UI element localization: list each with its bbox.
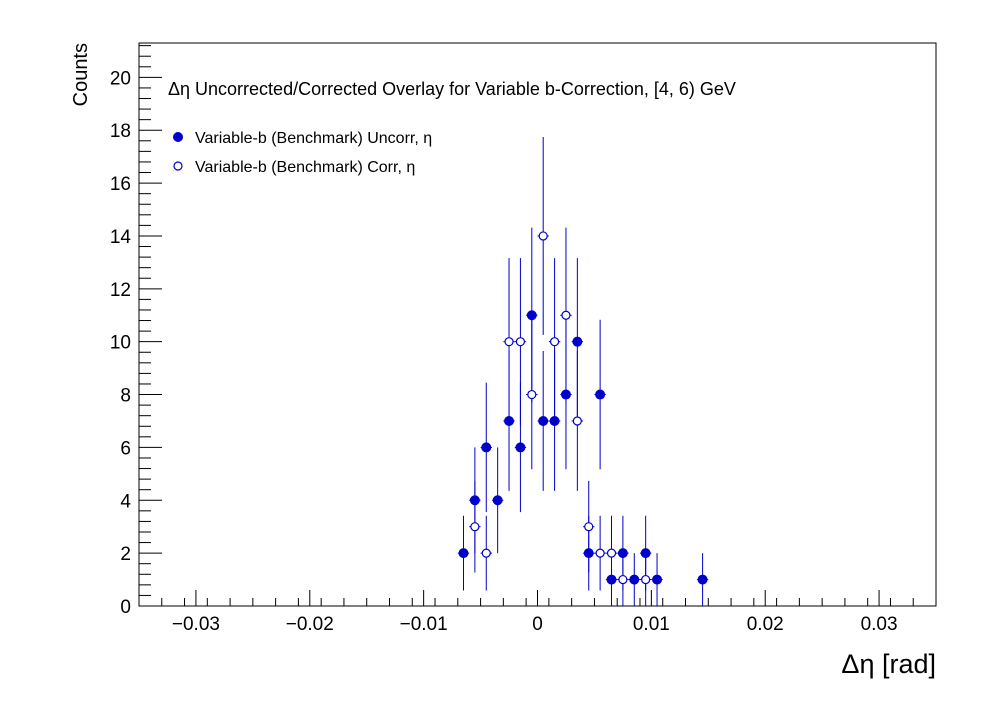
y-tick-label: 10: [110, 333, 131, 354]
data-point-corr: [606, 548, 617, 558]
y-tick-label: 16: [110, 174, 131, 195]
y-tick-label: 18: [110, 121, 131, 142]
data-point-corr: [584, 522, 594, 532]
data-point-corr: [504, 337, 514, 347]
y-tick-label: 12: [110, 280, 131, 301]
x-tick-label: −0.02: [286, 614, 334, 635]
legend-label-uncorr: Variable-b (Benchmark) Uncorr, η: [195, 130, 432, 147]
y-tick-label: 0: [120, 597, 131, 618]
x-tick-label: 0.02: [747, 614, 784, 635]
data-point-uncorr: [526, 310, 537, 321]
x-axis-title: Δη [rad]: [841, 649, 936, 679]
data-point-corr: [595, 548, 605, 558]
x-tick-label: 0: [532, 614, 543, 635]
data-point-corr: [481, 548, 491, 558]
data-point-corr: [527, 389, 537, 400]
legend-marker-corr: [173, 161, 183, 171]
data-point-uncorr: [458, 548, 469, 559]
data-point-uncorr: [515, 442, 526, 453]
y-tick-label: 4: [120, 491, 131, 512]
data-point-corr: [641, 574, 651, 585]
data-point-uncorr: [492, 495, 503, 506]
data-point-corr: [515, 337, 526, 347]
data-point-corr: [538, 231, 548, 241]
data-point-uncorr: [697, 574, 708, 585]
legend-marker-uncorr: [173, 132, 183, 142]
chart-title: Δη Uncorrected/Corrected Overlay for Var…: [168, 79, 736, 99]
data-point-corr: [470, 522, 480, 532]
axis-ticks: [138, 45, 937, 607]
data-point-uncorr: [572, 336, 583, 347]
data-point-uncorr: [481, 442, 492, 453]
y-tick-label: 8: [120, 386, 131, 407]
x-tick-label: −0.03: [172, 614, 220, 635]
data-point-uncorr: [629, 574, 640, 585]
x-tick-label: 0.03: [861, 614, 898, 635]
data-point-corr: [561, 310, 571, 320]
data-point-uncorr: [595, 389, 606, 400]
data-point-corr: [549, 337, 560, 347]
y-tick-label: 6: [120, 438, 131, 459]
legend-label-corr: Variable-b (Benchmark) Corr, η: [195, 159, 415, 176]
data-point-uncorr: [538, 415, 549, 426]
data-point-corr: [572, 416, 582, 426]
x-tick-label: −0.01: [400, 614, 448, 635]
y-axis-title: Counts: [70, 43, 92, 106]
axis-tick-labels: −0.03 −0.02 −0.01 0 0.01 0.02 0.03 0 2 4 6 8 10 12 14 1…: [110, 68, 898, 635]
x-tick-label: 0.01: [633, 614, 670, 635]
y-tick-label: 2: [120, 544, 131, 565]
data-point-corr: [618, 574, 628, 585]
legend: Variable-b (Benchmark) Uncorr, η Variabl…: [173, 130, 432, 176]
data-point-uncorr: [652, 574, 663, 585]
y-tick-label: 20: [110, 68, 131, 89]
data-marks: [457, 137, 709, 606]
y-tick-label: 14: [110, 227, 132, 248]
